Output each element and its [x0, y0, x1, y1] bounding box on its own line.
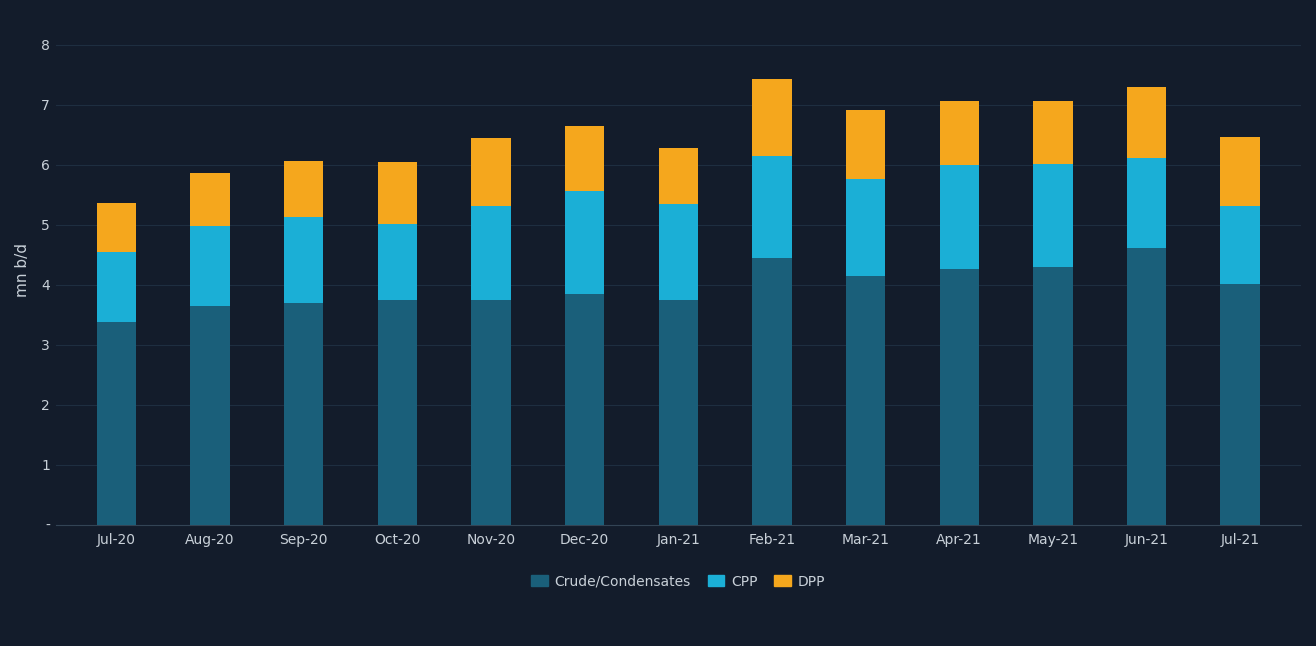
Bar: [565, 294, 604, 525]
Bar: [97, 252, 136, 322]
Bar: [1126, 158, 1166, 247]
Bar: [191, 173, 230, 226]
Bar: [565, 191, 604, 294]
Legend: Crude/Condensates, CPP, DPP: Crude/Condensates, CPP, DPP: [525, 569, 830, 594]
Bar: [658, 300, 697, 525]
Bar: [1033, 163, 1073, 267]
Bar: [97, 203, 136, 252]
Bar: [846, 179, 886, 276]
Y-axis label: mn b/d: mn b/d: [14, 243, 30, 297]
Bar: [378, 224, 417, 300]
Bar: [471, 300, 511, 525]
Bar: [191, 226, 230, 306]
Bar: [1220, 205, 1259, 284]
Bar: [753, 258, 792, 525]
Bar: [284, 303, 324, 525]
Bar: [471, 205, 511, 300]
Bar: [940, 101, 979, 165]
Bar: [940, 269, 979, 525]
Bar: [284, 217, 324, 303]
Bar: [658, 204, 697, 300]
Bar: [1220, 284, 1259, 525]
Bar: [940, 165, 979, 269]
Bar: [1126, 87, 1166, 158]
Bar: [658, 148, 697, 204]
Bar: [1033, 267, 1073, 525]
Bar: [753, 156, 792, 258]
Bar: [1126, 247, 1166, 525]
Bar: [378, 162, 417, 224]
Bar: [565, 126, 604, 191]
Bar: [753, 79, 792, 156]
Bar: [471, 138, 511, 205]
Bar: [191, 306, 230, 525]
Bar: [846, 110, 886, 179]
Bar: [378, 300, 417, 525]
Bar: [1033, 101, 1073, 163]
Bar: [1220, 137, 1259, 205]
Bar: [97, 322, 136, 525]
Bar: [846, 276, 886, 525]
Bar: [284, 162, 324, 217]
